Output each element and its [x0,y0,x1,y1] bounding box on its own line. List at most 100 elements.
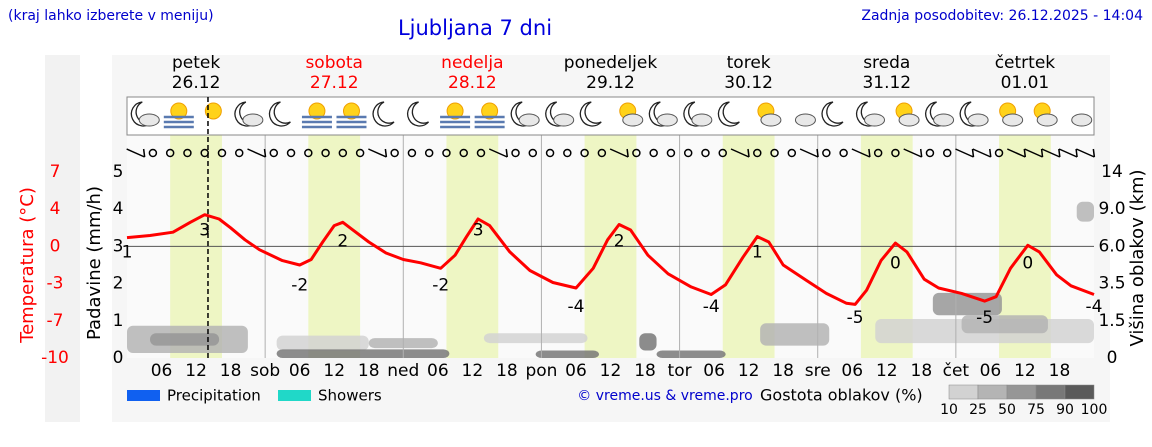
x-tick-label: čet [943,361,970,381]
daylight-band [860,97,913,358]
cloud-cell [656,350,726,358]
grid [127,97,1094,358]
wind-barb [903,148,922,158]
cloud-cell [276,349,450,358]
temperature-extreme-label: -5 [847,308,864,328]
day-date: 31.12 [862,73,911,93]
density-swatch [948,384,979,400]
wind-calm [666,148,676,158]
cloud-cell [760,323,830,346]
temperature-extreme-label: 2 [337,232,348,252]
icon-moon [268,101,291,127]
legend-label: Showers [318,387,382,405]
wind [126,148,1096,158]
wind-barb-feather [384,148,388,158]
density-level-label: 50 [998,402,1016,418]
icon-cloud [760,113,782,127]
icon-cloud [967,113,989,127]
x-tick-label: sre [805,361,831,381]
wind-barb [1041,148,1061,158]
precipitation-tick-label: 2 [113,274,124,294]
temperature-tick-label: -3 [47,274,64,294]
icon-cloud [1036,113,1058,127]
x-tick-label: 12 [185,361,207,381]
day-name: torek [727,53,771,73]
cloud-cell [276,335,369,351]
wind-barb [126,148,145,158]
cloud-height-tick-label: 0 [1107,348,1118,368]
wind-calm [407,148,417,158]
legend-swatch [278,390,311,401]
wind-calm [424,148,434,158]
cloud-cell [639,333,657,351]
icon-moon [372,101,395,127]
wind-barb [955,148,974,158]
wind-calm [925,148,935,158]
legend-swatch [127,390,160,401]
daylight-band [722,97,775,358]
x-tick-label: 12 [600,361,622,381]
main: 06 12 18 sob 06 12 18 ned 06 12 18 pon 06 12 18 tor 06 12… [41,53,1125,418]
note: (kraj lahko izberete v meniju) [8,8,214,24]
temperature-extreme-label: -4 [703,297,720,317]
day-name: ponedeljek [564,53,658,73]
wind-calm [580,148,589,158]
wind-calm [355,148,365,158]
cloud-height-tick-label: 1.5 [1098,311,1125,331]
wind-calm [942,148,952,158]
x-tick-label: 06 [427,361,449,381]
wind-calm [683,148,693,158]
wind-barb-feather [626,148,629,158]
day-name: sobota [305,53,363,73]
precipitation-tick-label: 3 [113,236,124,256]
wind-barb-feather [1075,148,1078,158]
icon-sun [481,102,499,120]
temperature-extreme-label: 1 [752,242,763,262]
wind-calm [148,148,158,158]
wind-calm [286,148,296,158]
icon-cloud [656,113,678,127]
daylight-band [170,97,222,358]
temperature-extreme-label: 1 [122,242,133,262]
density-swatch [1006,384,1037,400]
wind-calm [822,148,831,158]
temperature-extreme-label: 3 [199,221,210,241]
day-name: petek [172,53,220,73]
x-tick-label: 12 [876,361,898,381]
icon-sun [308,102,326,120]
precipitation-tick-label: 0 [113,348,124,368]
x-tick-label: 12 [323,361,345,381]
wind-barb-feather [989,148,992,158]
left-panel [45,55,80,422]
icon-moon [579,101,602,127]
wind-calm [701,148,710,158]
wind-barb-feather [868,148,871,158]
wind-barb [972,148,992,158]
icons [130,101,1093,129]
wind-barb-feather [263,148,267,158]
cloud-height-tick-label: 14 [1101,162,1123,182]
x-tick-label: 18 [1049,361,1071,381]
wind-barb-feather [919,148,923,158]
icon-cloud [1071,113,1093,127]
day-name: četrtek [995,53,1056,73]
x-tick-label: 12 [1014,361,1036,381]
wind-barb [247,148,266,158]
wind-barb-feather [816,148,819,158]
wind-calm [476,148,486,158]
wind-barb-feather [747,148,750,158]
cloud-height-axis-label: Višina oblakov (km) [1127,169,1148,346]
density-level-label: 75 [1027,402,1045,418]
cloud-height-tick-label: 9.0 [1098,199,1125,219]
wind-barb [488,148,508,158]
wind-calm [753,148,762,158]
temperature-extreme-label: 0 [890,253,901,273]
wind-calm [839,148,848,158]
wind-calm [718,148,727,158]
wind-calm [787,148,797,158]
temperature-tick-label: 7 [50,162,61,182]
wind-barb-feather [1040,148,1044,158]
wind-calm [528,148,538,158]
